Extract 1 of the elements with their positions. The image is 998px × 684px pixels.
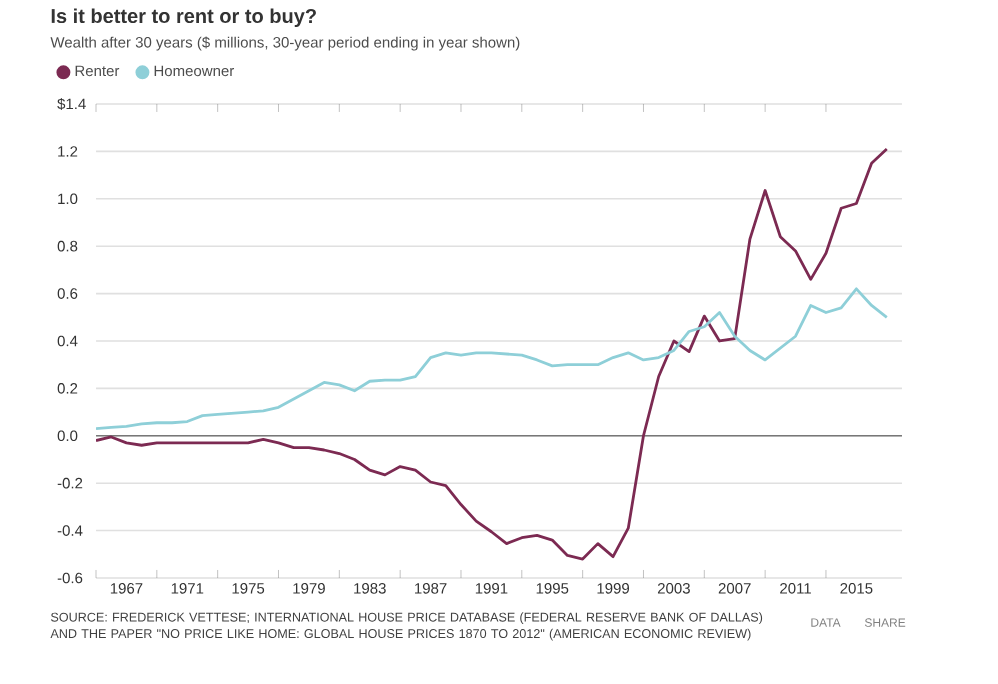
chart-title: Is it better to rent or to buy?	[51, 8, 316, 28]
